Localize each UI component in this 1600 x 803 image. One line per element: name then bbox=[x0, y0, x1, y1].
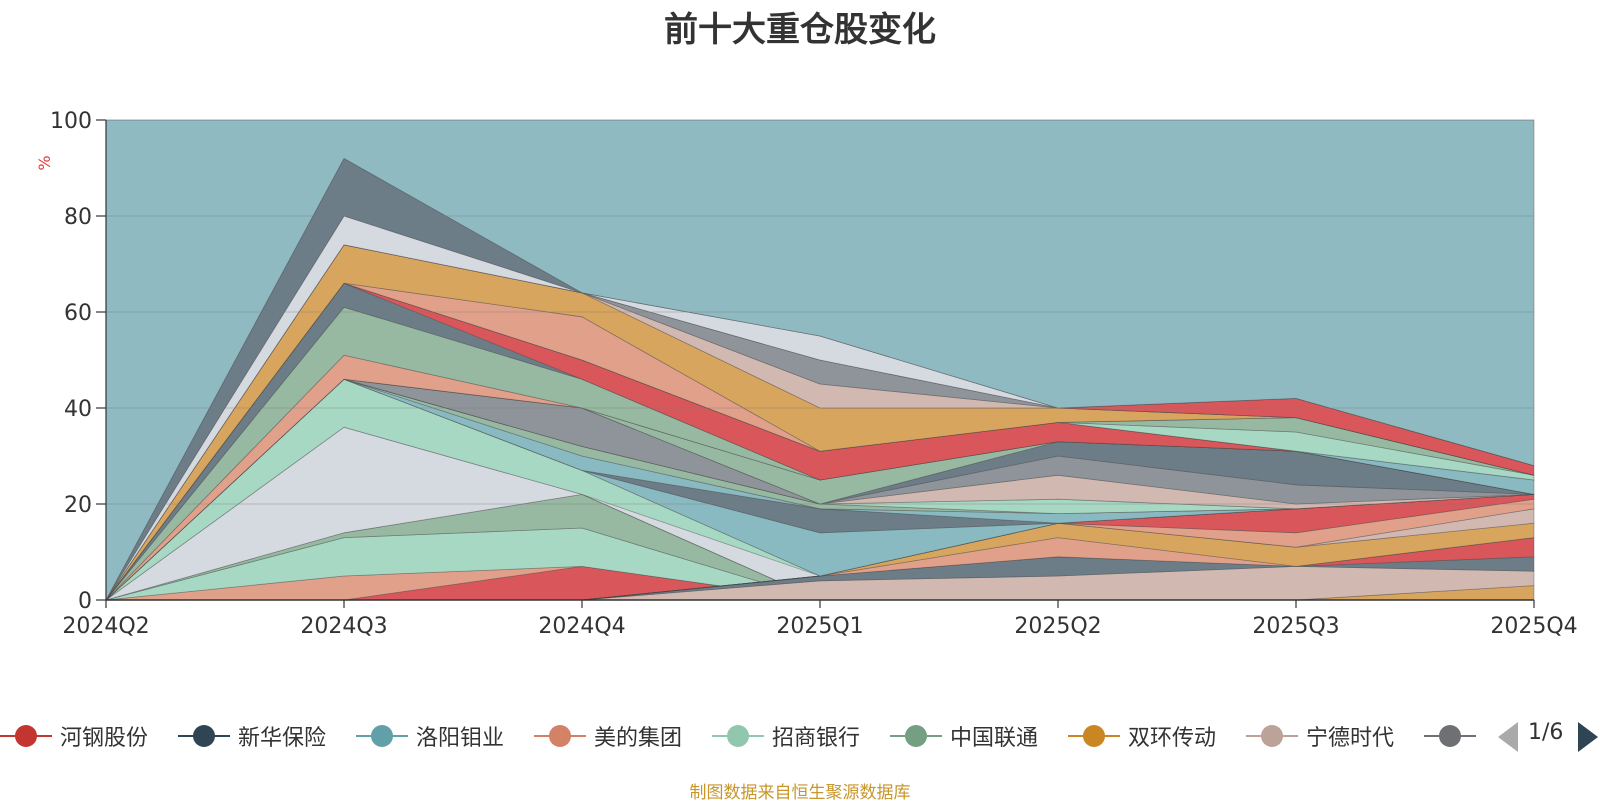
legend-items: 河钢股份 新华保险 洛阳钼业 美的集团 招商银行 中国联通 双环传动 宁德时代 扌 bbox=[0, 716, 1482, 756]
x-axis-tick-label: 2024Q4 bbox=[538, 614, 625, 639]
legend-marker-icon bbox=[356, 724, 408, 748]
legend-item[interactable]: 中国联通 bbox=[890, 716, 1038, 756]
legend-pager: 1/6 bbox=[1498, 716, 1600, 756]
legend-page-indicator: 1/6 bbox=[1528, 720, 1564, 745]
y-axis-tick-label: 60 bbox=[64, 301, 92, 326]
legend-label: 双环传动 bbox=[1128, 726, 1217, 751]
legend-marker-icon bbox=[1424, 724, 1476, 748]
legend-label: 洛阳钼业 bbox=[416, 726, 505, 751]
area-bands bbox=[105, 119, 1535, 601]
legend-label: 宁德时代 bbox=[1306, 726, 1395, 751]
y-axis-tick-label: 20 bbox=[64, 493, 92, 518]
axes: 0 20 40 60 80 100 2024Q2 2024Q3 2024Q4 2025Q1 2025… bbox=[50, 109, 1578, 639]
legend-marker-icon bbox=[0, 724, 52, 748]
x-axis-tick-label: 2025Q2 bbox=[1014, 614, 1101, 639]
legend-item[interactable]: 新华保险 bbox=[178, 716, 326, 756]
y-axis-tick-label: 80 bbox=[64, 205, 92, 230]
legend-marker-icon bbox=[1068, 724, 1120, 748]
legend-label: 新华保险 bbox=[238, 726, 327, 751]
x-axis-tick-label: 2025Q1 bbox=[776, 614, 863, 639]
grid-lines bbox=[106, 119, 1534, 505]
area-band-15 bbox=[106, 508, 1535, 601]
x-axis-tick-label: 2024Q3 bbox=[300, 614, 387, 639]
area-band-42 bbox=[105, 119, 1535, 601]
legend-marker-icon bbox=[712, 724, 764, 748]
area-band-12 bbox=[106, 537, 1535, 601]
y-axis-unit-label: % bbox=[35, 155, 54, 170]
area-band-39 bbox=[105, 244, 1535, 601]
legend-item[interactable]: 河钢股份 bbox=[0, 716, 148, 756]
legend-marker-icon bbox=[534, 724, 586, 748]
area-band-16 bbox=[106, 498, 1535, 601]
area-band-14 bbox=[106, 522, 1535, 601]
chart-legend: 河钢股份 新华保险 洛阳钼业 美的集团 招商银行 中国联通 双环传动 宁德时代 扌 bbox=[0, 716, 1600, 756]
legend-item[interactable]: 洛阳钼业 bbox=[356, 716, 504, 756]
area-band-11 bbox=[106, 556, 1535, 601]
legend-prev-page-icon[interactable] bbox=[1498, 722, 1518, 752]
legend-item[interactable]: 美的集团 bbox=[534, 716, 682, 756]
legend-label: 河钢股份 bbox=[60, 726, 149, 751]
y-axis-tick-label: 0 bbox=[78, 589, 92, 614]
legend-item[interactable]: 招商银行 bbox=[712, 716, 860, 756]
legend-item[interactable]: 双环传动 bbox=[1068, 716, 1216, 756]
legend-label: 中国联通 bbox=[950, 726, 1039, 751]
y-axis-tick-label: 40 bbox=[64, 397, 92, 422]
legend-marker-icon bbox=[178, 724, 230, 748]
y-axis-tick-label: 100 bbox=[50, 109, 92, 134]
legend-item[interactable]: 扌 bbox=[1424, 716, 1482, 756]
source-note: 制图数据来自恒生聚源数据库 bbox=[689, 783, 911, 803]
x-axis-tick-label: 2024Q2 bbox=[62, 614, 149, 639]
chart-title: 前十大重仓股变化 bbox=[664, 10, 936, 50]
legend-next-page-icon[interactable] bbox=[1578, 722, 1598, 752]
legend-label: 招商银行 bbox=[772, 726, 861, 751]
x-axis-tick-label: 2025Q4 bbox=[1490, 614, 1577, 639]
legend-label: 美的集团 bbox=[594, 726, 683, 751]
x-axis-tick-label: 2025Q3 bbox=[1252, 614, 1339, 639]
legend-marker-icon bbox=[1246, 724, 1298, 748]
legend-marker-icon bbox=[890, 724, 942, 748]
area-band-17 bbox=[106, 493, 1535, 601]
legend-item[interactable]: 宁德时代 bbox=[1246, 716, 1394, 756]
